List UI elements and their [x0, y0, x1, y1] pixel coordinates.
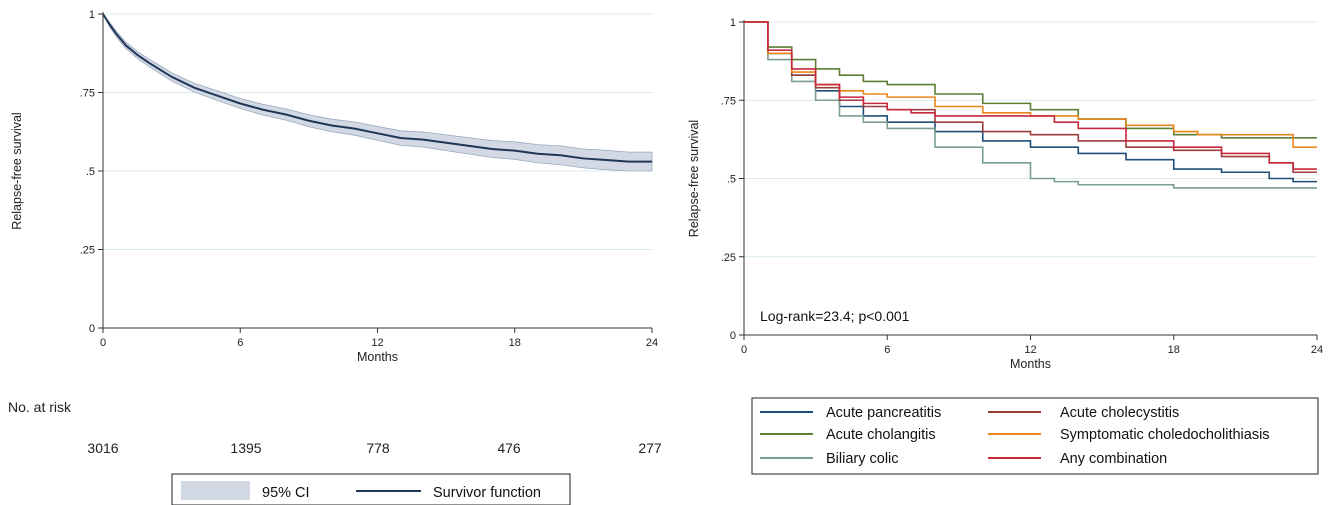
y-tick-label: .5	[86, 166, 95, 178]
x-tick-label: 0	[100, 337, 106, 349]
risk-value: 778	[366, 440, 390, 456]
x-axis-title: Months	[1010, 357, 1051, 371]
km-line-acute-pancreatitis	[744, 21, 1317, 183]
km-panel-1: 0 .25 .5 .75 1 0 6 12 18 24 Months Relapse-free sur…	[10, 9, 658, 364]
x-tick-label: 18	[509, 337, 521, 349]
x-tick-label: 12	[371, 337, 383, 349]
x-tick-label: 18	[1168, 344, 1180, 356]
legend-left: 95% CI Survivor function	[171, 473, 571, 505]
y-tick-label: 1	[89, 9, 95, 21]
log-rank-annotation: Log-rank=23.4; p<0.001	[760, 308, 910, 324]
y-tick-label: .25	[721, 252, 736, 264]
risk-value: 277	[638, 440, 662, 456]
y-tick-label: .75	[721, 95, 736, 107]
km-line-acute-cholecystitis	[744, 21, 1317, 174]
legend-label: Acute cholangitis	[826, 427, 936, 443]
y-tick-label: .75	[80, 88, 95, 100]
y-tick-label: .25	[80, 245, 95, 257]
x-tick-label: 6	[237, 337, 243, 349]
risk-value: 476	[497, 440, 521, 456]
legend-right: Acute pancreatitis Acute cholangitis Bilia…	[751, 397, 1319, 475]
km-line-acute-cholangitis	[744, 21, 1317, 139]
y-tick-label: 1	[730, 17, 736, 29]
legend-label: Acute pancreatitis	[826, 405, 941, 421]
x-tick-label: 24	[1311, 344, 1323, 356]
legend-label: Any combination	[1060, 451, 1167, 467]
x-tick-label: 6	[884, 344, 890, 356]
x-tick-label: 0	[741, 344, 747, 356]
risk-table-label: No. at risk	[8, 399, 72, 415]
y-tick-label: 0	[730, 330, 736, 342]
legend-label: Biliary colic	[826, 451, 899, 467]
km-panel-2: 0 .25 .5 .75 1 0 6 12 18 24 Months Relapse-free sur…	[687, 17, 1323, 371]
legend-box	[751, 397, 1319, 475]
x-tick-label: 12	[1024, 344, 1036, 356]
legend-ci-swatch	[181, 481, 250, 500]
km-line-any-combination	[744, 21, 1317, 170]
km-line-biliary-colic	[744, 21, 1317, 189]
legend-line-label: Survivor function	[433, 485, 541, 501]
y-tick-label: .5	[727, 174, 736, 186]
y-tick-label: 0	[89, 323, 95, 335]
legend-label: Acute cholecystitis	[1060, 405, 1179, 421]
y-axis-title: Relapse-free survival	[687, 120, 701, 237]
legend-label: Symptomatic choledocholithiasis	[1060, 427, 1270, 443]
y-axis-title: Relapse-free survival	[10, 112, 24, 229]
legend-ci-label: 95% CI	[262, 485, 310, 501]
survivor-function-line	[102, 13, 652, 163]
x-tick-label: 24	[646, 337, 658, 349]
risk-value: 1395	[230, 440, 261, 456]
risk-value: 3016	[87, 440, 118, 456]
x-axis-title: Months	[357, 350, 398, 364]
